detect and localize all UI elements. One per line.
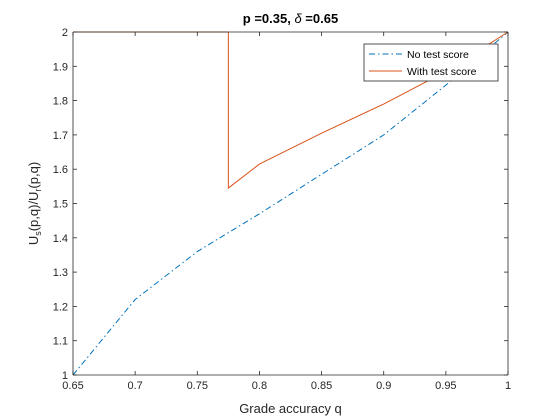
legend-label-with-test-score: With test score: [407, 66, 477, 78]
ylabel-prefix: U: [26, 236, 41, 245]
series-line-no-test-score: [72, 31, 509, 376]
y-tick-label: 2: [62, 27, 68, 39]
x-tick-label: 0.7: [127, 380, 142, 392]
plot-area: [73, 32, 508, 375]
ticks-layer: 0.65 0.7 0.75 0.8 0.85 0.9 0.95 1 1 1.1 1.2 1.3 1.4 1…: [53, 27, 511, 392]
ylabel-mid: (p,q)/U: [26, 192, 41, 232]
y-tick-label: 1.5: [53, 199, 68, 211]
legend: No test score With test score: [363, 43, 499, 82]
ylabel-sub1: s: [33, 231, 43, 236]
title-text: p =0.35,: [243, 11, 295, 26]
y-tick-label: 1.7: [53, 130, 68, 142]
x-tick-label: 0.95: [435, 380, 456, 392]
x-tick-label: 0.9: [376, 380, 391, 392]
y-tick-label: 1.8: [53, 96, 68, 108]
y-tick-label: 1.9: [53, 61, 68, 73]
y-tick-label: 1.3: [53, 267, 68, 279]
y-tick-label: 1.1: [53, 336, 68, 348]
title-delta-symbol: δ: [294, 11, 302, 26]
y-tick-label: 1.4: [53, 233, 68, 245]
chart-title: p =0.35, δ =0.65: [243, 11, 338, 26]
y-axis-label: Us(p,q)/Ur(p,q): [26, 162, 43, 245]
x-tick-label: 0.85: [311, 380, 332, 392]
ylabel-suffix: (p,q): [26, 162, 41, 189]
y-tick-label: 1: [62, 370, 68, 382]
y-tick-label: 1.2: [53, 301, 68, 313]
x-axis-label: Grade accuracy q: [239, 401, 342, 416]
x-tick-label: 0.75: [187, 380, 208, 392]
y-tick-label: 1.6: [53, 164, 68, 176]
x-tick-label: 0.8: [252, 380, 267, 392]
title-tail: =0.65: [302, 11, 339, 26]
ylabel-sub2: r: [33, 189, 43, 192]
legend-box: [363, 43, 499, 82]
legend-label-no-test-score: No test score: [407, 49, 469, 61]
x-tick-label: 0.65: [62, 380, 83, 392]
x-tick-label: 1: [505, 380, 511, 392]
